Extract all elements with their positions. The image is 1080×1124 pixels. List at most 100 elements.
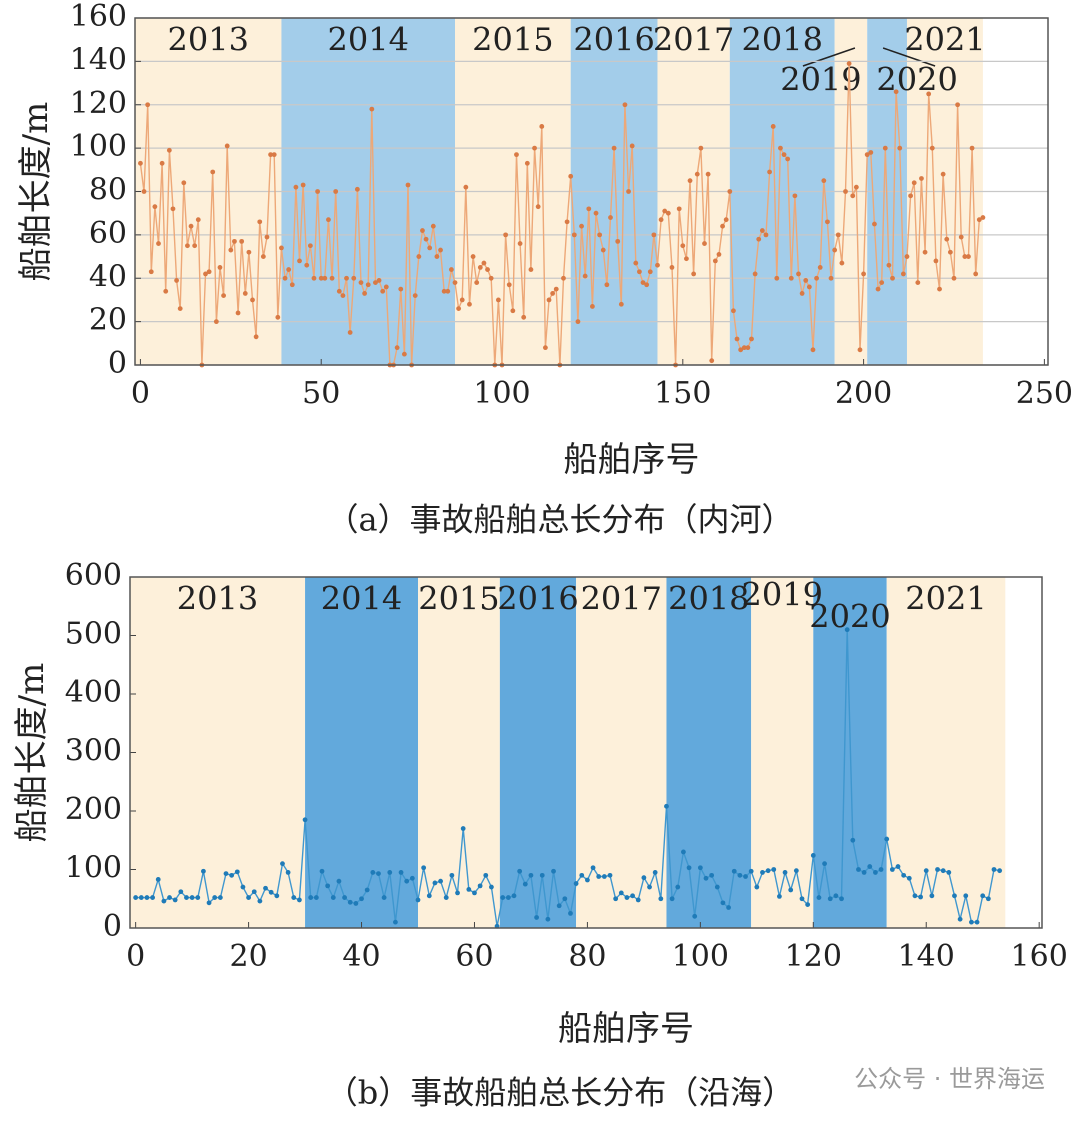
data-line (135, 629, 1000, 927)
data-point (185, 243, 190, 249)
data-point (590, 865, 596, 871)
data-point (167, 895, 172, 900)
data-point (788, 887, 794, 893)
data-point (843, 189, 848, 194)
data-point (630, 893, 635, 899)
data-point (835, 232, 841, 238)
data-point (926, 91, 932, 97)
data-point (405, 182, 411, 188)
data-point (466, 886, 472, 892)
data-point (743, 874, 748, 879)
data-point (369, 106, 375, 112)
data-point (922, 249, 928, 255)
data-point (613, 896, 619, 902)
data-point (665, 210, 671, 216)
data-point (568, 173, 574, 179)
data-point (850, 837, 856, 843)
data-point (908, 193, 913, 199)
data-point (878, 867, 884, 872)
data-point (669, 896, 675, 902)
data-point (138, 160, 143, 166)
plot-frame (129, 576, 1043, 929)
data-point (550, 291, 556, 296)
data-point (810, 347, 816, 353)
data-point (545, 916, 551, 922)
data-point (336, 878, 342, 884)
data-point (485, 267, 490, 272)
data-point (362, 291, 368, 296)
data-point (232, 238, 237, 244)
data-point (253, 334, 259, 340)
data-point (528, 267, 534, 272)
data-point (189, 895, 195, 900)
data-point (438, 247, 443, 253)
data-point (353, 901, 359, 906)
data-point (456, 306, 462, 312)
data-point (495, 297, 501, 303)
y-tick-label: 600 (65, 558, 122, 593)
data-point (370, 870, 376, 875)
data-point (734, 336, 740, 342)
data-point (318, 275, 324, 281)
data-point (528, 872, 534, 878)
data-point (633, 260, 639, 266)
data-point (514, 152, 519, 158)
data-point (857, 347, 863, 353)
data-point (443, 895, 449, 900)
data-point (201, 868, 206, 874)
data-point (966, 254, 971, 259)
data-point (285, 870, 291, 875)
data-point (274, 893, 280, 899)
data-point (720, 223, 725, 229)
x-tick-label: 20 (229, 939, 267, 974)
data-point (681, 849, 686, 855)
data-point (777, 894, 782, 899)
data-point (192, 243, 198, 249)
data-point (148, 269, 154, 275)
data-point (311, 275, 317, 281)
data-point (749, 336, 754, 342)
data-point (178, 889, 184, 895)
data-point (551, 868, 556, 874)
watermark: 公众号 · 世界海运 (854, 1065, 1045, 1093)
data-point (825, 219, 830, 225)
data-point (741, 345, 747, 351)
data-point (307, 243, 313, 249)
data-point (754, 884, 760, 890)
data-point (213, 319, 219, 325)
x-tick-label: 160 (1011, 939, 1068, 974)
data-point (268, 889, 274, 895)
data-point (474, 280, 480, 285)
data-point (286, 267, 292, 272)
data-point (280, 861, 285, 867)
data-point (890, 275, 895, 281)
data-point (315, 189, 320, 194)
data-point (340, 293, 346, 298)
data-point (263, 885, 268, 891)
data-point (181, 180, 187, 186)
data-point (260, 254, 266, 259)
band-label: 2013 (177, 580, 258, 618)
x-tick-label: 250 (1016, 376, 1073, 411)
data-point (177, 306, 183, 312)
data-point (246, 249, 252, 255)
data-point (738, 347, 744, 353)
data-point (709, 872, 715, 878)
data-point (969, 145, 975, 151)
data-point (906, 875, 912, 881)
data-point (788, 275, 794, 281)
data-point (893, 89, 899, 95)
data-point (976, 217, 982, 223)
data-point (637, 269, 642, 275)
data-point (723, 217, 729, 223)
data-point (223, 871, 229, 876)
data-point (963, 893, 969, 899)
data-point (455, 890, 460, 896)
data-point (172, 897, 178, 903)
data-point (251, 889, 257, 895)
y-tick-label: 100 (65, 851, 122, 886)
data-point (822, 861, 827, 867)
data-point (460, 826, 466, 831)
band-label: 2017 (581, 580, 662, 618)
